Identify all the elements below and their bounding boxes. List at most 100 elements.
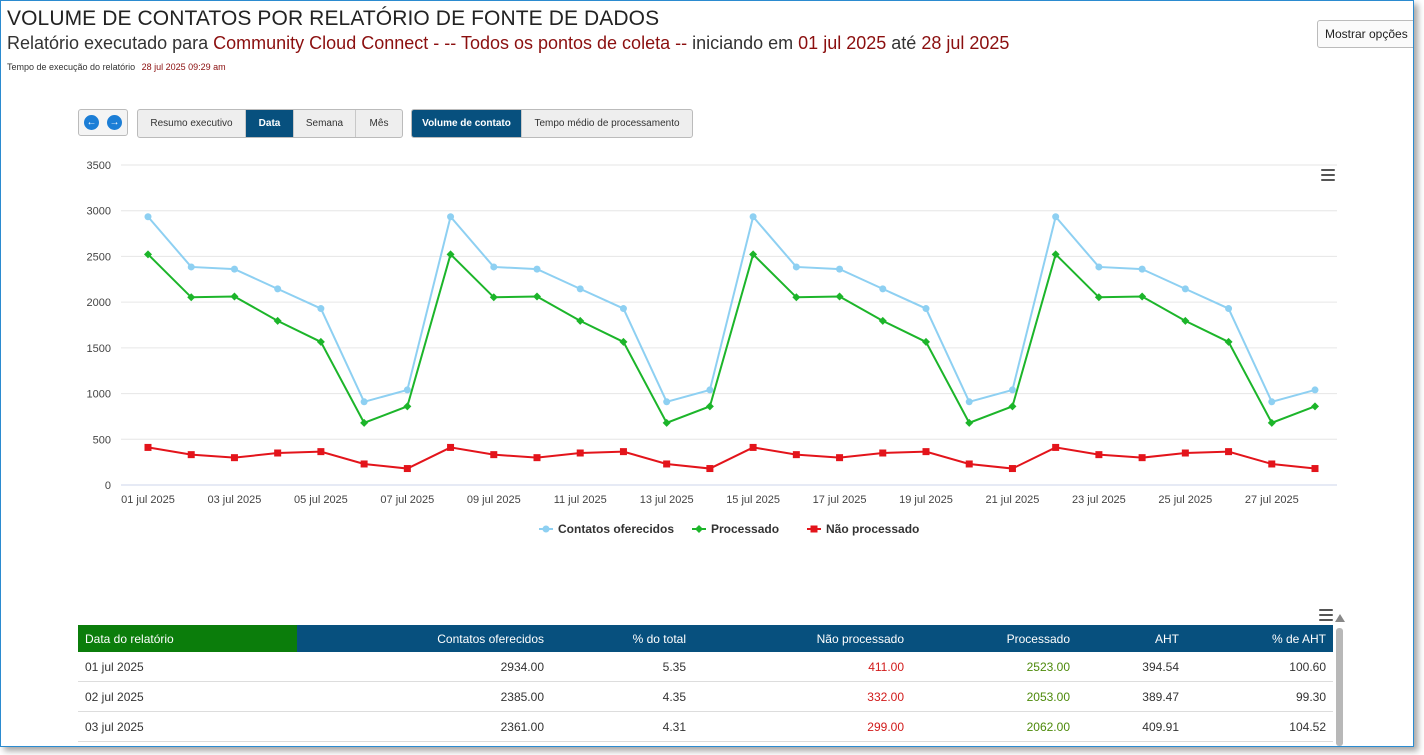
subtitle-points: - -- Todos os pontos de coleta -- [433, 33, 688, 53]
volume-line-chart: 0 500 1000 1500 2000 2500 3000 3500 01 jul 2025 0… [87, 160, 1337, 536]
data-point [230, 454, 238, 462]
tab-date[interactable]: Data [246, 110, 294, 137]
x-tick-label: 15 jul 2025 [726, 494, 780, 506]
data-point [835, 292, 844, 301]
x-tick-label: 13 jul 2025 [640, 494, 694, 506]
data-point [1268, 398, 1276, 406]
arrow-left-icon[interactable]: ← [84, 115, 99, 130]
data-point [316, 337, 325, 346]
tab-contact-volume[interactable]: Volume de contato [412, 110, 522, 137]
cell-not-processed: 332.00 [693, 681, 911, 712]
data-point [360, 460, 368, 468]
data-point [1138, 265, 1146, 273]
data-point [792, 263, 800, 271]
x-tick-label: 19 jul 2025 [899, 494, 953, 506]
data-point [836, 454, 844, 462]
cell-processed: 2053.00 [911, 681, 1077, 712]
execution-time-value: 28 jul 2025 09:29 am [141, 62, 226, 72]
arrow-right-icon[interactable]: → [107, 115, 122, 130]
tab-executive-summary[interactable]: Resumo executivo [138, 110, 246, 137]
legend-item[interactable]: Contatos oferecidos [539, 522, 674, 536]
data-point [1311, 402, 1319, 411]
cell-pct-total: 4.31 [551, 711, 693, 742]
table-scrollbar[interactable] [1336, 628, 1343, 746]
scroll-up-icon[interactable] [1335, 614, 1345, 622]
table-menu-icon[interactable] [1319, 609, 1333, 621]
data-point [1008, 386, 1016, 394]
col-header-pct-total[interactable]: % do total [551, 625, 693, 652]
col-header-processed[interactable]: Processado [911, 625, 1077, 652]
cell-aht: 394.54 [1077, 652, 1186, 682]
subtitle-until-text: até [891, 33, 917, 53]
table-header-row: Data do relatório Contatos oferecidos % … [78, 625, 1333, 652]
cell-offered: 2934.00 [297, 652, 551, 682]
legend-item[interactable]: Processado [692, 522, 779, 536]
data-point [403, 402, 412, 411]
execution-time: Tempo de execução do relatório 28 jul 20… [7, 62, 226, 72]
col-header-aht[interactable]: AHT [1077, 625, 1186, 652]
data-point [1008, 402, 1017, 411]
data-point [1094, 293, 1103, 302]
col-header-offered[interactable]: Contatos oferecidos [297, 625, 551, 652]
col-header-date[interactable]: Data do relatório [78, 625, 297, 652]
y-tick-label: 1500 [87, 343, 111, 355]
series-line [147, 446, 1316, 470]
legend-marker [695, 525, 703, 533]
data-point [619, 337, 628, 346]
cell-pct-aht: 104.52 [1186, 711, 1333, 742]
data-point [360, 418, 369, 427]
chart-menu-icon[interactable] [1321, 169, 1335, 181]
x-tick-label: 09 jul 2025 [467, 494, 521, 506]
cell-not-processed: 411.00 [693, 652, 911, 682]
y-tick-label: 0 [105, 480, 111, 492]
y-tick-label: 3000 [87, 206, 111, 218]
x-tick-label: 05 jul 2025 [294, 494, 348, 506]
show-options-button[interactable]: Mostrar opções [1317, 20, 1413, 48]
data-point [1052, 443, 1060, 451]
data-point [1138, 454, 1146, 462]
data-point [1181, 285, 1189, 293]
data-point [274, 449, 282, 457]
x-tick-label: 25 jul 2025 [1158, 494, 1212, 506]
cell-aht: 389.47 [1077, 681, 1186, 712]
data-point [965, 460, 973, 468]
cell-offered: 2361.00 [297, 711, 551, 742]
x-tick-label: 27 jul 2025 [1245, 494, 1299, 506]
tab-month[interactable]: Mês [369, 118, 389, 129]
subtitle-start-text: iniciando em [692, 33, 794, 53]
legend-item[interactable]: Não processado [807, 522, 919, 536]
legend-label: Não processado [826, 522, 919, 536]
cell-offered: 2385.00 [297, 681, 551, 712]
data-point [576, 449, 584, 457]
data-point [1051, 250, 1060, 259]
data-point [576, 285, 584, 293]
data-point [360, 398, 368, 406]
legend-marker [542, 525, 550, 533]
tab-week[interactable]: Semana [294, 110, 356, 137]
data-point [922, 337, 930, 346]
data-point [576, 316, 585, 325]
cell-date: 01 jul 2025 [78, 652, 297, 682]
data-point [965, 418, 974, 427]
data-point [403, 465, 411, 473]
data-point [533, 292, 541, 301]
table-row: 02 jul 2025 2385.00 4.35 332.00 2053.00 … [78, 681, 1333, 712]
data-point [662, 418, 671, 427]
data-point [317, 448, 325, 456]
data-point [230, 292, 239, 301]
data-point [922, 448, 930, 456]
tab-avg-processing-time[interactable]: Tempo médio de processamento [534, 118, 680, 129]
col-header-pct-aht[interactable]: % de AHT [1186, 625, 1333, 652]
series-line [147, 214, 1316, 403]
data-point [749, 250, 758, 259]
subtitle-prefix: Relatório executado para [7, 33, 209, 53]
data-point [533, 265, 541, 273]
data-point [749, 443, 757, 451]
data-point [792, 293, 801, 302]
data-point [879, 285, 887, 293]
data-point [187, 293, 196, 302]
data-point [878, 316, 887, 325]
view-tabs: Resumo executivo Data Semana Mês [137, 109, 403, 138]
data-point [533, 454, 541, 462]
col-header-not-processed[interactable]: Não processado [693, 625, 911, 652]
